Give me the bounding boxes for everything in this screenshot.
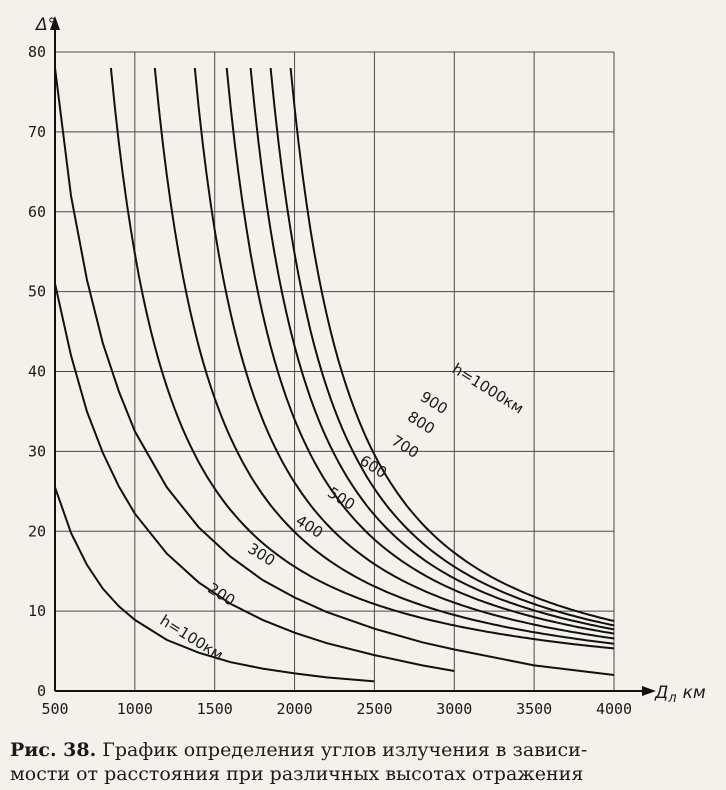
curve-300: [54, 67, 615, 676]
y-axis-arrow: [50, 16, 60, 30]
caption-text-1: График определения углов излучения в зав…: [102, 739, 588, 761]
x-tick-label: 500: [41, 700, 68, 718]
caption-line-1: Рис. 38. График определения углов излуче…: [10, 738, 716, 762]
curve-label: h=1000км: [449, 360, 527, 418]
curve-400: [109, 67, 615, 650]
y-axis-title: Δ°: [34, 15, 56, 35]
y-tick-label: 60: [28, 203, 46, 221]
x-tick-label: 3000: [436, 700, 472, 718]
curve-label: h=100км: [157, 611, 227, 664]
y-tick-label: 10: [28, 602, 46, 620]
curve-label: 700: [388, 432, 422, 462]
curve-200: [54, 283, 455, 672]
figure-caption: Рис. 38. График определения углов излуче…: [10, 738, 716, 786]
curve-700: [225, 67, 615, 635]
curve-label: 400: [292, 511, 326, 541]
chart-axes: [50, 16, 656, 696]
y-tick-label: 40: [28, 363, 46, 381]
caption-line-2: мости от расстояния при различных высота…: [10, 763, 584, 785]
curve-label: 600: [356, 451, 390, 481]
x-tick-label: 4000: [596, 700, 632, 718]
x-axis-title-unit: км: [683, 683, 706, 703]
x-tick-label: 1000: [117, 700, 153, 718]
curve-600: [193, 67, 615, 640]
curve-900: [269, 67, 615, 627]
chart-curves: [54, 67, 615, 683]
x-tick-label: 3500: [516, 700, 552, 718]
x-tick-label: 2500: [356, 700, 392, 718]
y-tick-label: 80: [28, 43, 46, 61]
x-tick-label: 1500: [197, 700, 233, 718]
x-axis-title-main: Д: [654, 683, 668, 703]
x-axis-title-sub: л: [667, 691, 676, 706]
caption-prefix: Рис. 38.: [10, 739, 97, 761]
curve-500: [153, 67, 615, 645]
chart-ticks: 500 1000 1500 2000 2500 3000 3500 4000 0 10 20 30 40…: [28, 43, 632, 718]
chart-grid: [55, 51, 615, 691]
y-tick-label: 70: [28, 123, 46, 141]
curve-label: 300: [245, 539, 279, 569]
y-tick-label: 20: [28, 522, 46, 540]
y-tick-label: 30: [28, 442, 46, 460]
y-tick-label: 0: [37, 682, 46, 700]
curve-h=100км: [54, 486, 375, 683]
x-tick-label: 2000: [277, 700, 313, 718]
y-tick-label: 50: [28, 283, 46, 301]
x-axis-arrow: [642, 686, 656, 696]
curve-800: [249, 67, 615, 631]
x-axis-title: Дл км: [654, 683, 706, 706]
curve-h=1000км: [289, 67, 615, 622]
